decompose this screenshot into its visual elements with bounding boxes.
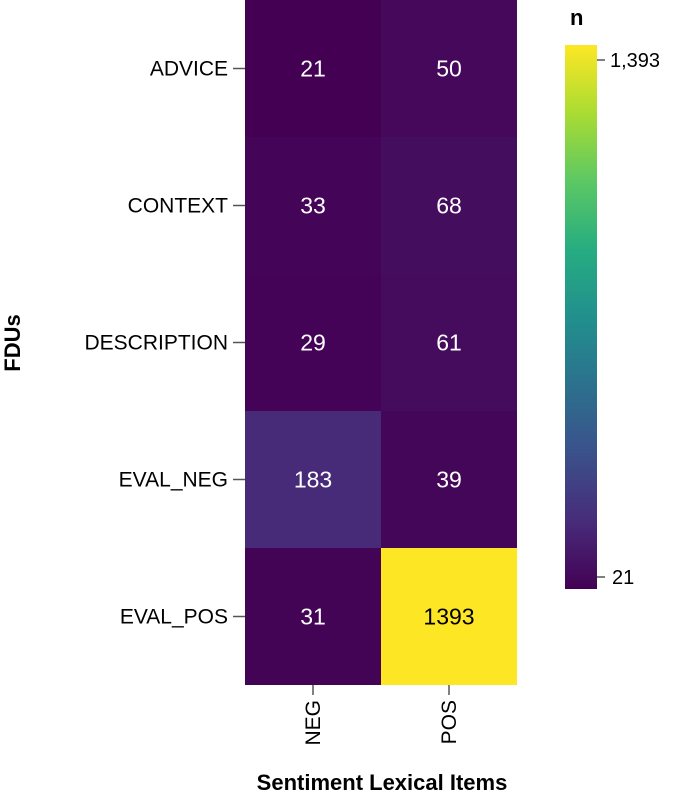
heatmap-cell-context-neg [245, 137, 381, 274]
heatmap-cell-eval_pos-neg [245, 548, 381, 685]
heatmap-cell-advice-pos [381, 0, 517, 137]
cell-value-label: 50 [436, 56, 462, 82]
y-tick-label: EVAL_POS [120, 606, 228, 629]
y-axis: ADVICE CONTEXT DESCRIPTION EVAL_NEG EVAL_POS [84, 58, 245, 629]
heatmap-cells [245, 0, 517, 685]
heatmap-cell-description-pos [381, 274, 517, 411]
cell-value-label: 39 [436, 467, 462, 493]
y-tick-label: CONTEXT [128, 195, 229, 218]
legend-min-label: 21 [612, 567, 634, 589]
heatmap-cell-eval_neg-neg [245, 411, 381, 548]
cell-value-label: 31 [300, 604, 326, 630]
heatmap-cell-context-pos [381, 137, 517, 274]
legend-color-bar [565, 45, 597, 589]
legend-title: n [570, 5, 583, 30]
cell-value-label: 61 [436, 330, 462, 356]
cell-value-label: 68 [436, 193, 462, 219]
y-tick-label: ADVICE [150, 58, 228, 81]
cell-value-label: 33 [300, 193, 326, 219]
color-legend: n 1,393 21 [565, 5, 660, 589]
heatmap-cell-advice-neg [245, 0, 381, 137]
heatmap-cell-description-neg [245, 274, 381, 411]
cell-value-label: 1393 [423, 604, 474, 630]
heatmap-cell-eval_neg-pos [381, 411, 517, 548]
y-tick-label: DESCRIPTION [84, 332, 228, 355]
y-axis-title: FDUs [0, 314, 25, 371]
cell-value-label: 29 [300, 330, 326, 356]
cell-value-label: 183 [294, 467, 332, 493]
x-tick-label: POS [438, 700, 461, 744]
heatmap-cell-eval_pos-pos [381, 548, 517, 685]
legend-max-label: 1,393 [610, 50, 660, 72]
x-axis-title: Sentiment Lexical Items [257, 770, 508, 795]
x-tick-label: NEG [302, 700, 325, 746]
heatmap-cell-labels: 21 50 33 68 29 61 183 39 31 1393 [294, 56, 475, 630]
x-axis: NEG POS [302, 685, 461, 746]
y-tick-label: EVAL_NEG [119, 469, 228, 492]
cell-value-label: 21 [300, 56, 326, 82]
